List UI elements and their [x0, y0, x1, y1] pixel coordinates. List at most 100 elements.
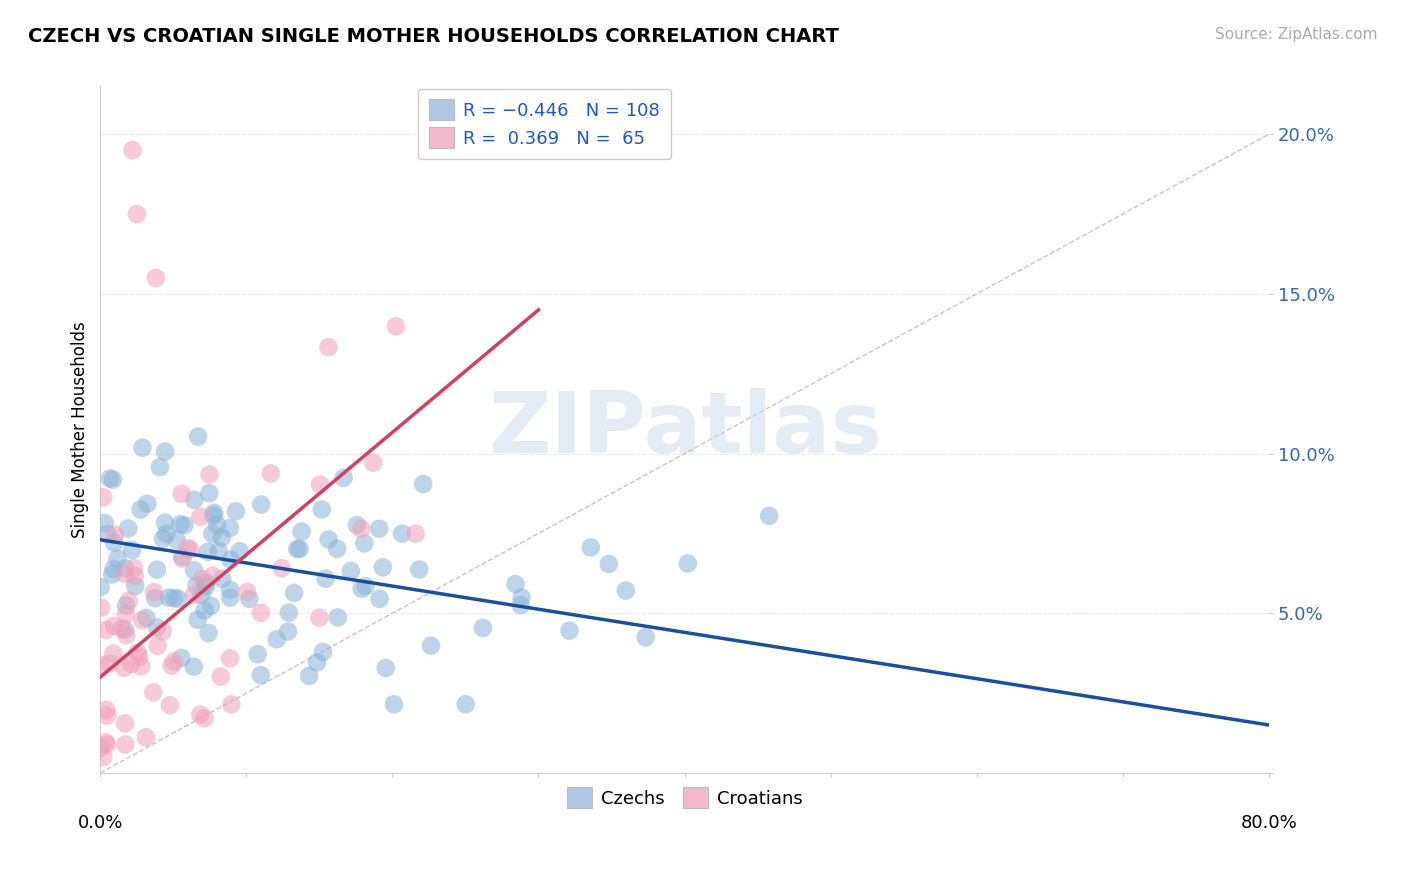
Point [101, 473, 124, 487]
Point [157, 591, 180, 605]
Point [193, 603, 215, 617]
Point [332, 471, 354, 485]
Point [121, 143, 143, 157]
Point [103, 619, 125, 633]
Text: CZECH VS CROATIAN SINGLE MOTHER HOUSEHOLDS CORRELATION CHART: CZECH VS CROATIAN SINGLE MOTHER HOUSEHOL… [28, 27, 839, 45]
Point [219, 582, 242, 597]
Point [117, 521, 139, 535]
Point [159, 698, 181, 713]
Point [471, 621, 494, 635]
Point [131, 441, 153, 455]
Point [98, 657, 121, 671]
Point [135, 611, 157, 625]
Point [579, 541, 602, 555]
Point [318, 340, 340, 354]
Point [326, 541, 349, 556]
Point [114, 623, 136, 637]
Point [115, 607, 138, 621]
Point [219, 552, 242, 566]
Point [170, 487, 193, 501]
Point [187, 613, 209, 627]
Point [183, 492, 205, 507]
Point [187, 430, 209, 444]
Point [385, 319, 408, 334]
Point [173, 518, 195, 533]
Point [97, 527, 120, 541]
Point [405, 526, 427, 541]
Point [114, 566, 136, 581]
Point [129, 659, 152, 673]
Y-axis label: Single Mother Households: Single Mother Households [72, 321, 89, 538]
Point [111, 622, 134, 636]
Point [354, 579, 377, 593]
Point [219, 698, 242, 712]
Point [368, 522, 391, 536]
Point [142, 685, 165, 699]
Point [121, 543, 143, 558]
Point [340, 564, 363, 578]
Point [145, 271, 167, 285]
Point [105, 551, 128, 566]
Point [614, 583, 637, 598]
Point [270, 561, 292, 575]
Point [115, 628, 138, 642]
Point [249, 606, 271, 620]
Point [115, 599, 138, 613]
Point [194, 575, 217, 590]
Point [298, 669, 321, 683]
Point [101, 567, 124, 582]
Point [169, 517, 191, 532]
Point [391, 526, 413, 541]
Point [382, 698, 405, 712]
Point [135, 730, 157, 744]
Point [103, 535, 125, 549]
Point [124, 579, 146, 593]
Point [183, 563, 205, 577]
Point [155, 527, 177, 541]
Point [205, 517, 228, 532]
Point [236, 584, 259, 599]
Point [209, 669, 232, 683]
Point [326, 610, 349, 624]
Legend: Czechs, Croatians: Czechs, Croatians [560, 780, 810, 815]
Point [558, 624, 581, 638]
Text: ZIPatlas: ZIPatlas [488, 388, 882, 471]
Point [509, 598, 531, 612]
Point [198, 467, 221, 482]
Point [350, 582, 373, 596]
Text: Source: ZipAtlas.com: Source: ZipAtlas.com [1215, 27, 1378, 42]
Point [128, 649, 150, 664]
Point [250, 668, 273, 682]
Point [131, 613, 153, 627]
Point [277, 606, 299, 620]
Point [219, 651, 242, 665]
Point [305, 656, 328, 670]
Point [283, 586, 305, 600]
Point [195, 579, 218, 593]
Point [198, 486, 221, 500]
Point [350, 522, 373, 536]
Point [103, 562, 125, 576]
Point [163, 655, 186, 669]
Point [634, 631, 657, 645]
Point [202, 506, 225, 520]
Point [172, 551, 194, 566]
Point [188, 707, 211, 722]
Point [190, 588, 212, 602]
Point [118, 594, 141, 608]
Point [361, 456, 384, 470]
Point [163, 591, 186, 606]
Point [412, 477, 434, 491]
Point [112, 661, 135, 675]
Point [96, 703, 118, 717]
Point [183, 588, 205, 602]
Point [312, 645, 335, 659]
Point [120, 657, 142, 671]
Point [166, 533, 188, 547]
Point [122, 561, 145, 575]
Point [197, 545, 219, 559]
Point [219, 591, 242, 605]
Point [149, 460, 172, 475]
Point [136, 497, 159, 511]
Point [114, 561, 136, 575]
